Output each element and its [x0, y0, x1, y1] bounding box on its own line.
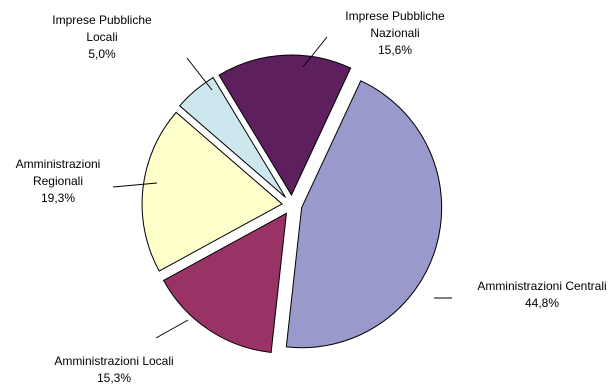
slice-name-label: Imprese Pubbliche — [345, 9, 445, 23]
leader-lines — [112, 36, 452, 339]
pie-slice-amministrazioni-centrali — [285, 80, 443, 349]
slice-value-label: 15,3% — [97, 371, 131, 385]
slice-value-label: 5,0% — [88, 47, 116, 61]
leader-line-amministrazioni-regionali — [112, 182, 158, 188]
pie-slice-amministrazioni-locali — [162, 212, 288, 354]
slice-label-amministrazioni-locali: Amministrazioni Locali 15,3% — [54, 354, 173, 385]
pie-slice-imprese-pubbliche-nazionali — [218, 54, 352, 197]
slice-label-amministrazioni-centrali: Amministrazioni Centrali 44,8% — [477, 279, 606, 310]
slice-label-imprese-pubbliche-nazionali: Imprese Pubbliche Nazionali 15,6% — [345, 9, 445, 57]
slice-label-amministrazioni-regionali: Amministrazioni Regionali 19,3% — [16, 157, 101, 205]
slice-name-label: Nazionali — [370, 26, 419, 40]
slice-name-label: Imprese Pubbliche — [52, 13, 152, 27]
leader-line-amministrazioni-locali — [155, 319, 189, 339]
slice-value-label: 19,3% — [41, 191, 75, 205]
slice-name-label: Amministrazioni — [16, 157, 101, 171]
slice-value-label: 15,6% — [378, 43, 412, 57]
slice-name-label: Amministrazioni Locali — [54, 354, 173, 368]
slice-name-label: Regionali — [33, 174, 83, 188]
slice-name-label: Locali — [86, 30, 117, 44]
slice-labels: Amministrazioni Centrali 44,8%Amministraz… — [16, 9, 607, 385]
leader-line-imprese-pubbliche-locali — [186, 57, 213, 91]
slice-value-label: 44,8% — [525, 296, 559, 310]
leader-line-imprese-pubbliche-nazionali — [302, 36, 328, 68]
slice-label-imprese-pubbliche-locali: Imprese Pubbliche Locali 5,0% — [52, 13, 152, 61]
slice-name-label: Amministrazioni Centrali — [477, 279, 606, 293]
pie-slice-amministrazioni-regionali — [141, 111, 283, 272]
pie-slices — [141, 54, 443, 354]
pie-slice-imprese-pubbliche-locali — [178, 76, 286, 198]
